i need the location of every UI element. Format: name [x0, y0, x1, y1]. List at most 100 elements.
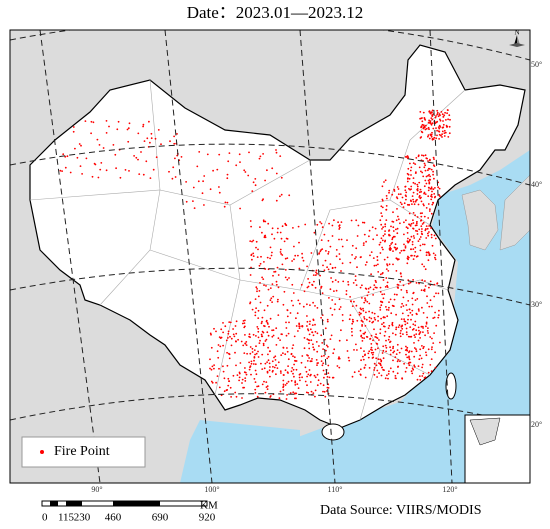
- fire-point: [234, 351, 236, 354]
- fire-point: [266, 256, 269, 259]
- fire-point: [337, 281, 340, 283]
- fire-point: [395, 313, 397, 316]
- fire-point: [423, 243, 426, 246]
- fire-point: [279, 195, 281, 198]
- fire-point: [198, 151, 201, 153]
- fire-point: [289, 392, 292, 394]
- fire-point: [172, 166, 175, 169]
- fire-point: [428, 181, 431, 184]
- fire-point: [296, 383, 299, 385]
- fire-point: [445, 119, 447, 121]
- fire-point: [429, 299, 432, 302]
- fire-point: [397, 326, 400, 328]
- fire-point: [438, 309, 440, 312]
- fire-point: [408, 187, 410, 190]
- fire-point: [298, 267, 301, 270]
- fire-point: [301, 256, 304, 259]
- fire-point: [339, 258, 341, 261]
- fire-point: [222, 322, 224, 324]
- china-outline: [29, 44, 526, 429]
- fire-point: [396, 360, 399, 363]
- fire-point: [422, 127, 425, 130]
- fire-point: [291, 347, 294, 350]
- fire-point: [243, 322, 246, 324]
- fire-point: [324, 259, 327, 262]
- fire-point: [322, 264, 324, 267]
- fire-point: [218, 153, 221, 156]
- fire-point: [394, 375, 397, 377]
- fire-point: [410, 166, 413, 169]
- fire-point: [439, 341, 441, 344]
- fire-point: [338, 238, 340, 241]
- fire-point: [316, 373, 319, 376]
- fire-point: [373, 367, 376, 369]
- fire-point: [282, 346, 285, 349]
- fire-point: [382, 321, 385, 324]
- fire-point: [346, 339, 348, 342]
- fire-point: [300, 283, 303, 286]
- fire-point: [312, 301, 314, 304]
- fire-point: [419, 348, 422, 351]
- fire-point: [426, 316, 429, 319]
- fire-point: [284, 353, 287, 356]
- fire-point: [428, 231, 430, 233]
- fire-point: [360, 347, 362, 350]
- fire-point: [433, 234, 436, 237]
- fire-point: [314, 274, 317, 276]
- fire-point: [445, 124, 448, 127]
- fire-point: [142, 173, 145, 176]
- fire-point: [305, 391, 308, 394]
- fire-point: [361, 336, 364, 339]
- fire-point: [369, 286, 372, 289]
- fire-point: [286, 278, 289, 281]
- fire-point: [255, 335, 257, 337]
- fire-point: [397, 193, 400, 196]
- fire-point: [280, 253, 282, 255]
- fire-point: [432, 138, 435, 141]
- fire-point: [414, 200, 417, 203]
- fire-point: [400, 318, 403, 320]
- fire-point: [427, 135, 429, 138]
- fire-point: [381, 185, 384, 188]
- fire-point: [411, 195, 414, 198]
- fire-point: [257, 309, 260, 312]
- hainan: [321, 423, 345, 441]
- fire-point: [410, 200, 412, 203]
- fire-point: [290, 379, 293, 382]
- fire-point: [291, 367, 294, 369]
- fire-point: [320, 355, 323, 358]
- fire-point: [373, 317, 376, 319]
- longitude-label: 100°: [204, 485, 219, 494]
- fire-point: [404, 370, 407, 373]
- fire-point: [367, 291, 370, 293]
- fire-point: [293, 393, 296, 395]
- fire-point: [435, 127, 437, 129]
- fire-point: [393, 298, 396, 301]
- fire-point: [335, 249, 338, 251]
- fire-point: [416, 216, 419, 218]
- fire-point: [329, 263, 332, 265]
- fire-point: [432, 317, 435, 319]
- fire-point: [415, 229, 417, 232]
- fire-point: [294, 384, 297, 386]
- fire-point: [355, 256, 357, 258]
- fire-point: [319, 221, 321, 223]
- fire-point: [413, 364, 416, 367]
- fire-point: [422, 111, 425, 114]
- fire-point: [217, 356, 220, 359]
- fire-point: [382, 357, 385, 360]
- fire-point: [359, 374, 362, 376]
- fire-point: [379, 241, 382, 244]
- fire-point: [363, 301, 366, 304]
- fire-point: [431, 244, 434, 247]
- fire-point: [363, 367, 366, 369]
- fire-point: [312, 274, 315, 276]
- fire-point: [427, 332, 429, 334]
- fire-point: [439, 118, 441, 121]
- fire-point: [371, 321, 374, 324]
- fire-point: [441, 126, 444, 129]
- fire-point: [280, 193, 283, 196]
- fire-point: [375, 333, 377, 336]
- fire-point: [438, 124, 441, 127]
- fire-point: [222, 370, 225, 373]
